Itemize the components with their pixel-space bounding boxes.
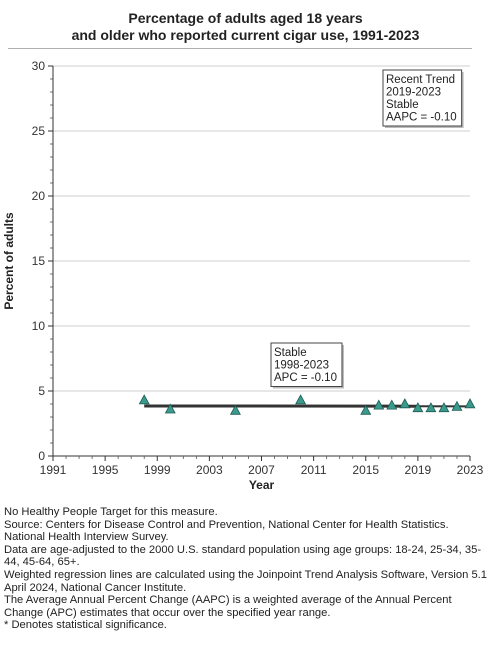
recent-trend-annotation-box: [382, 69, 463, 127]
footnote-regression: Weighted regression lines are calculated…: [4, 568, 487, 594]
chart-title-line-2: and older who reported current cigar use…: [71, 27, 420, 43]
y-axis-label: Percent of adults: [2, 212, 16, 310]
footnote-target: No Healthy People Target for this measur…: [4, 506, 218, 518]
x-tick-label-2007: 2007: [248, 463, 275, 477]
x-tick-label-2011: 2011: [301, 463, 327, 477]
x-tick-label-1991: 1991: [40, 463, 67, 477]
data-point-2020: [425, 402, 437, 413]
data-points: [138, 394, 476, 415]
data-point-2010: [295, 394, 307, 405]
data-point-2005: [229, 404, 241, 415]
footnote-aapc: The Average Annual Percent Change (AAPC)…: [4, 594, 452, 619]
y-tick-label-0: 0: [38, 449, 45, 463]
y-tick-label-10: 10: [32, 319, 46, 333]
chart-plot: 0 5 10 15 20 25 30 1991 1995 1999 2003 2007 2011 2015…: [2, 59, 484, 492]
stable-trend-annotation-line-1: Stable: [274, 347, 307, 359]
data-point-2016: [373, 399, 385, 410]
footnote-source: Source: Centers for Disease Control and …: [4, 518, 449, 544]
axes: 0 5 10 15 20 25 30 1991 1995 1999 2003 2007 2011 2015…: [32, 59, 484, 477]
data-point-1998: [138, 394, 150, 405]
data-point-2021: [438, 402, 450, 413]
data-point-2023: [464, 398, 476, 409]
chart-title-line-1: Percentage of adults aged 18 years: [128, 10, 363, 26]
recent-trend-annotation-line-2: 2019-2023: [386, 87, 441, 99]
chart-title: Percentage of adults aged 18 years and o…: [0, 10, 491, 44]
data-point-2017: [386, 399, 398, 410]
recent-trend-annotation-line-4: AAPC = -0.10: [386, 112, 457, 124]
data-point-2019: [412, 402, 424, 413]
data-point-2015: [360, 404, 372, 415]
footnote-age-adjust: Data are age-adjusted to the 2000 U.S. s…: [4, 543, 482, 569]
y-tick-label-25: 25: [32, 124, 46, 138]
x-tick-label-1995: 1995: [92, 463, 119, 477]
x-axis-label: Year: [249, 478, 275, 492]
stable-trend-annotation-line-2: 1998-2023: [274, 360, 329, 372]
x-tick-label-1999: 1999: [144, 463, 171, 477]
x-tick-label-2023: 2023: [457, 463, 484, 477]
footnotes: No Healthy People Target for this measur…: [4, 506, 488, 632]
y-tick-label-20: 20: [32, 189, 46, 203]
x-tick-label-2019: 2019: [405, 463, 432, 477]
y-tick-label-30: 30: [32, 59, 46, 73]
grid-lines: [53, 65, 470, 392]
x-tick-label-2003: 2003: [196, 463, 223, 477]
recent-trend-annotation-line-1: Recent Trend: [386, 74, 455, 86]
data-point-2018: [399, 398, 411, 409]
data-point-2022: [451, 400, 463, 411]
stable-trend-annotation-box: [270, 342, 343, 387]
y-tick-label-15: 15: [32, 254, 46, 268]
footnote-significance: * Denotes statistical significance.: [4, 619, 167, 632]
recent-trend-annotation-line-3: Stable: [386, 99, 419, 111]
y-tick-label-5: 5: [38, 384, 45, 398]
stable-trend-annotation-line-3: APC = -0.10: [274, 372, 337, 384]
title-divider: [8, 48, 472, 49]
data-point-2000: [164, 403, 176, 414]
x-tick-label-2015: 2015: [352, 463, 379, 477]
